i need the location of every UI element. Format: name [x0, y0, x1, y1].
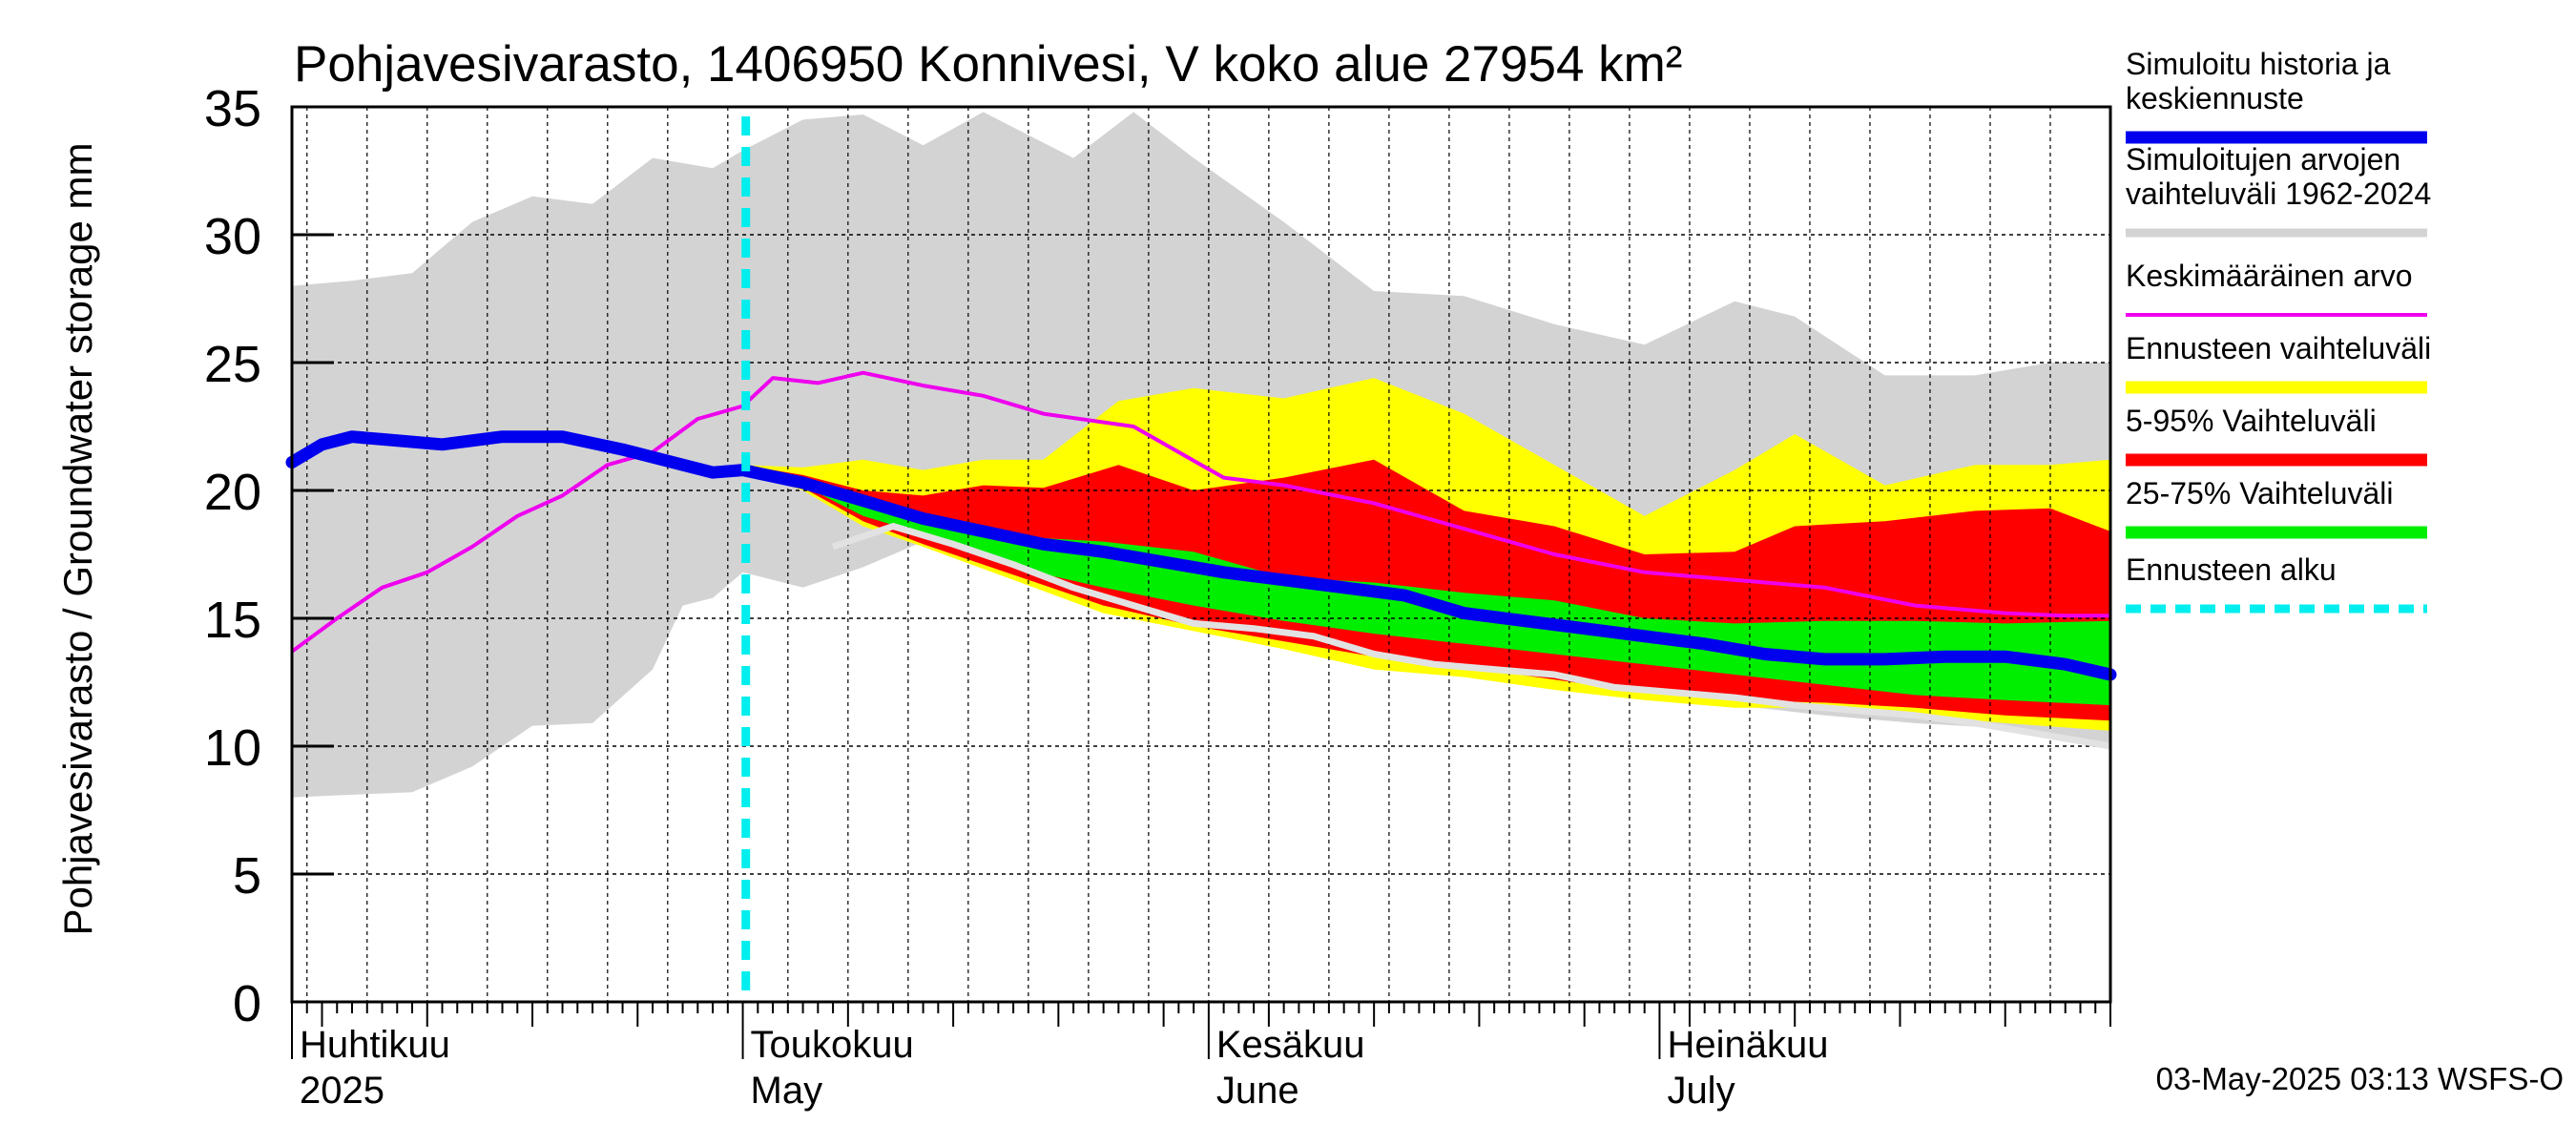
x-month-label: Huhtikuu: [300, 1024, 450, 1066]
legend-label: 5-95% Vaihteluväli: [2126, 404, 2377, 438]
x-month-label: Heinäkuu: [1667, 1024, 1828, 1066]
legend-label: Ennusteen alku: [2126, 552, 2337, 587]
legend-label: Simuloitu historia ja: [2126, 47, 2391, 81]
axes: 05101520253035Huhtikuu2025ToukokuuMayKes…: [204, 80, 2112, 1112]
legend-label: Simuloitujen arvojen: [2126, 142, 2400, 177]
chart-title: Pohjavesivarasto, 1406950 Konnivesi, V k…: [294, 36, 1682, 93]
legend-label: keskiennuste: [2126, 81, 2304, 115]
y-tick-label: 5: [233, 847, 261, 905]
legend-label: Ennusteen vaihteluväli: [2126, 331, 2431, 365]
y-tick-label: 25: [204, 336, 261, 393]
mean-value-line: [290, 370, 2110, 654]
series-lines: [285, 116, 2117, 1002]
y-tick-label: 35: [204, 80, 261, 137]
simulated-history-line: [285, 430, 2117, 681]
timestamp-label: 03-May-2025 03:13 WSFS-O: [2156, 1061, 2564, 1096]
y-tick-label: 10: [204, 719, 261, 777]
plot-frame: [290, 105, 2112, 1004]
y-tick-label: 15: [204, 592, 261, 649]
p25-75-band: [742, 467, 2110, 706]
x-month-sublabel: June: [1216, 1070, 1299, 1112]
legend-label: 25-75% Vaihteluväli: [2126, 476, 2393, 510]
x-month-sublabel: July: [1667, 1070, 1735, 1112]
observation-history-line: [831, 523, 2111, 750]
x-month-sublabel: 2025: [300, 1070, 384, 1112]
legend-label: Keskimääräinen arvo: [2126, 259, 2413, 293]
y-tick-label: 0: [233, 975, 261, 1032]
y-tick-label: 30: [204, 208, 261, 265]
x-month-label: Toukokuu: [751, 1024, 914, 1066]
legend-label: vaihteluväli 1962-2024: [2126, 177, 2431, 211]
x-month-sublabel: May: [751, 1070, 823, 1112]
y-axis-label: Pohjavesivarasto / Groundwater storage m…: [55, 142, 100, 935]
y-tick-label: 20: [204, 464, 261, 521]
x-month-label: Kesäkuu: [1216, 1024, 1365, 1066]
